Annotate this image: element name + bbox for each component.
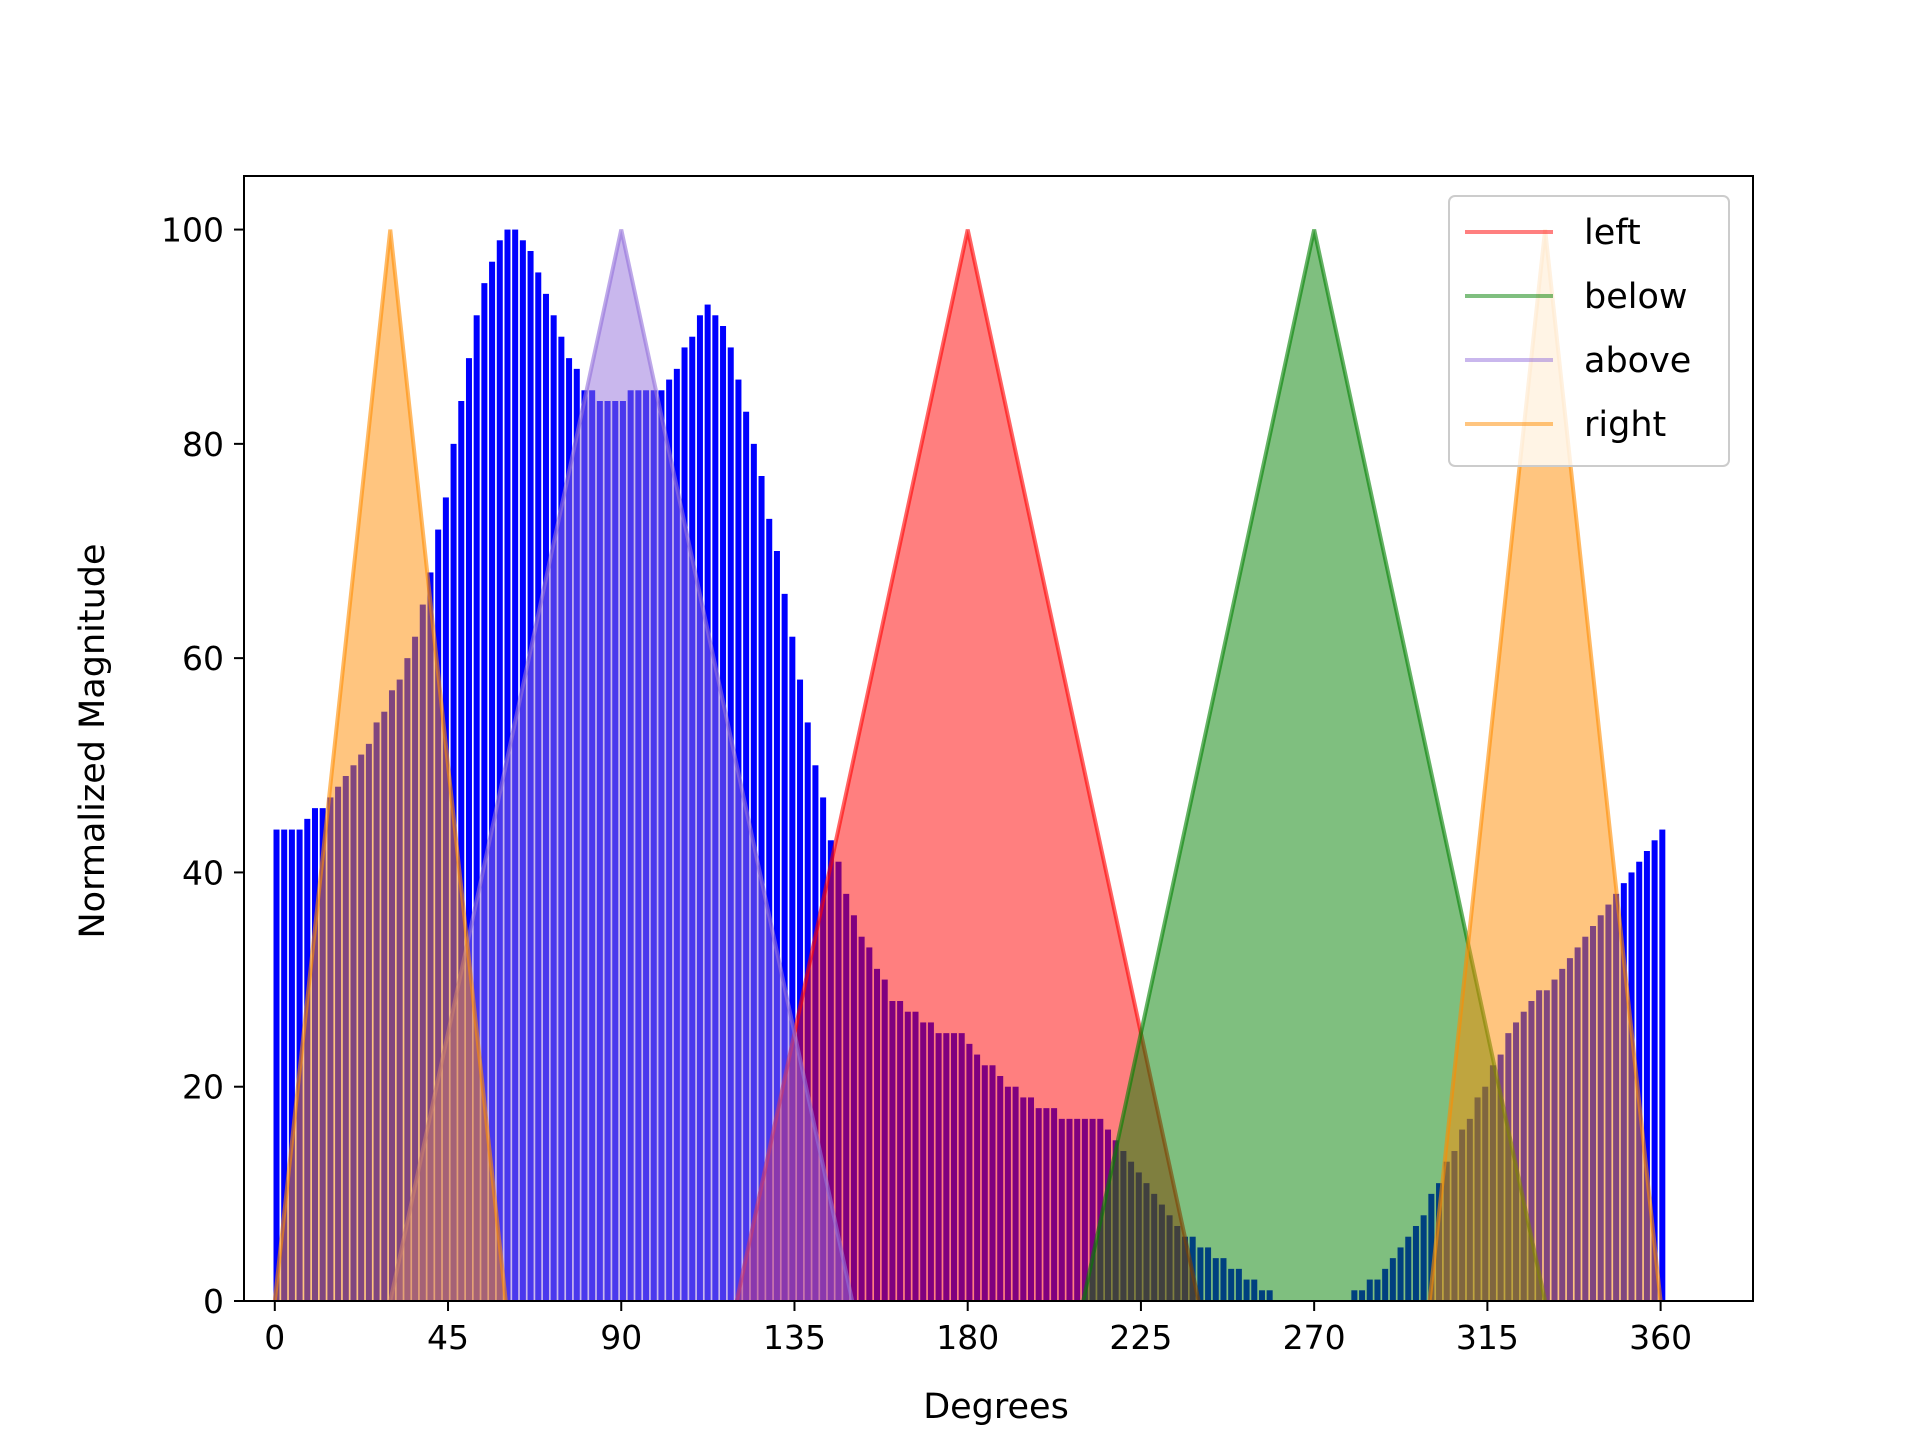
- series-fill-right: [274, 229, 506, 1301]
- series-left: [734, 229, 1201, 1302]
- y-tick-label: 80: [182, 425, 224, 464]
- x-tick-label: 315: [1456, 1318, 1519, 1357]
- histogram-bar: [1651, 840, 1658, 1301]
- histogram-bar: [797, 679, 804, 1301]
- y-tick-label: 20: [182, 1068, 224, 1107]
- y-tick-label: 40: [182, 853, 224, 892]
- series-fill-left: [736, 229, 1199, 1301]
- legend-box: [1448, 195, 1730, 467]
- x-tick-label: 135: [763, 1318, 826, 1357]
- histogram-bar: [1636, 861, 1643, 1301]
- series-line-left: [734, 229, 1201, 1302]
- y-tick-label: 60: [182, 639, 224, 678]
- histogram-bar: [789, 636, 796, 1301]
- histogram-bar: [288, 829, 295, 1301]
- histogram-bar: [1643, 851, 1650, 1301]
- x-tick-label: 270: [1283, 1318, 1346, 1357]
- histogram-bar: [465, 358, 472, 1301]
- y-tick-label: 100: [161, 211, 224, 250]
- y-tick-label: 0: [203, 1282, 224, 1321]
- x-axis-label: Degrees: [923, 1387, 1069, 1427]
- plot-area: [272, 229, 1666, 1302]
- axes: 0 45 90 135 180 225 270 315 360 0 20 40 60 80 100: [161, 175, 1754, 1357]
- series-right: [272, 229, 1663, 1302]
- histogram-bar: [496, 240, 503, 1301]
- legend: left below above right: [1448, 195, 1730, 467]
- series-fill-below: [1083, 229, 1546, 1301]
- x-tick-label: 45: [427, 1318, 469, 1357]
- histogram-bar: [273, 829, 280, 1301]
- legend-label-above: above: [1584, 341, 1691, 381]
- axes-frame: [243, 175, 1754, 1302]
- histogram-bar: [458, 401, 465, 1301]
- series-fill-above: [390, 229, 853, 1301]
- legend-label-right: right: [1584, 405, 1666, 445]
- histogram-bar: [781, 593, 788, 1301]
- x-tick-label: 180: [936, 1318, 999, 1357]
- histogram-bar: [773, 551, 780, 1301]
- histogram-bar: [281, 829, 288, 1301]
- x-tick-label: 90: [600, 1318, 642, 1357]
- legend-label-left: left: [1584, 213, 1641, 253]
- x-tick-label: 225: [1109, 1318, 1172, 1357]
- x-tick-label: 0: [264, 1318, 285, 1357]
- histogram-bar: [489, 261, 496, 1302]
- histogram-bar: [481, 283, 488, 1301]
- series-fill-right: [1429, 229, 1661, 1301]
- histogram-bar: [473, 315, 480, 1301]
- x-tick-label: 360: [1629, 1318, 1692, 1357]
- legend-label-below: below: [1584, 277, 1688, 317]
- y-axis-label: Normalized Magnitude: [73, 543, 113, 938]
- series-line-right: [272, 229, 508, 1302]
- histogram-bar: [1659, 829, 1666, 1301]
